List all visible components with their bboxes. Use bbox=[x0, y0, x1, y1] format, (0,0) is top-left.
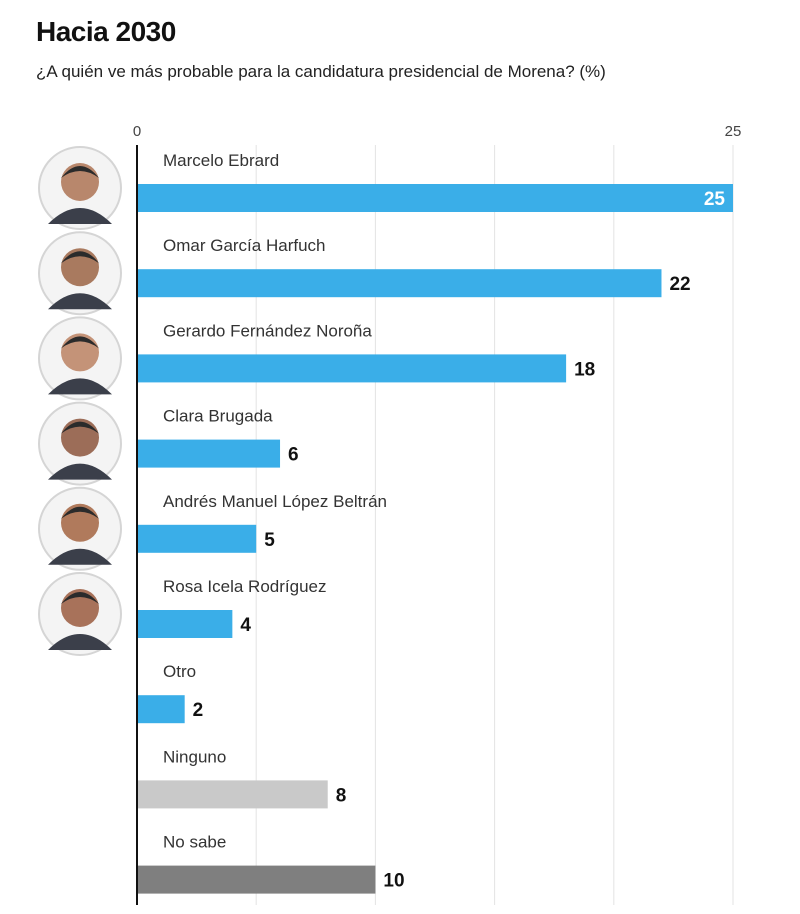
value-label: 6 bbox=[288, 445, 299, 466]
chart-title: Hacia 2030 bbox=[36, 16, 176, 47]
bar bbox=[137, 354, 567, 383]
category-label: No sabe bbox=[163, 833, 226, 852]
value-label: 22 bbox=[669, 274, 690, 295]
category-label: Marcelo Ebrard bbox=[163, 151, 279, 170]
value-label: 5 bbox=[264, 530, 275, 551]
value-label: 4 bbox=[240, 615, 251, 636]
x-tick-label: 0 bbox=[133, 123, 141, 140]
portrait-hair bbox=[61, 506, 99, 519]
category-label: Andrés Manuel López Beltrán bbox=[163, 492, 387, 511]
category-label: Ninguno bbox=[163, 747, 226, 766]
category-label: Gerardo Fernández Noroña bbox=[163, 321, 372, 340]
value-label: 25 bbox=[704, 189, 726, 210]
portrait-hair bbox=[61, 421, 99, 434]
value-label: 10 bbox=[383, 871, 404, 892]
portrait-shoulders bbox=[48, 208, 112, 224]
portrait-hair bbox=[61, 336, 99, 349]
portrait-shoulders bbox=[48, 634, 112, 650]
portrait-shoulders bbox=[48, 378, 112, 395]
portrait-hair bbox=[61, 592, 99, 604]
bar bbox=[137, 269, 662, 298]
portrait-hair bbox=[61, 166, 99, 178]
portrait-shoulders bbox=[48, 548, 112, 565]
bar bbox=[137, 780, 328, 809]
bar bbox=[137, 695, 185, 724]
value-label: 8 bbox=[336, 785, 347, 806]
category-label: Otro bbox=[163, 662, 196, 681]
bar bbox=[137, 439, 281, 468]
x-tick-label: 25 bbox=[725, 123, 742, 140]
bar bbox=[137, 865, 376, 894]
category-label: Rosa Icela Rodríguez bbox=[163, 577, 326, 596]
portrait-shoulders bbox=[48, 463, 112, 480]
category-label: Clara Brugada bbox=[163, 407, 273, 426]
portrait-hair bbox=[61, 251, 99, 264]
category-label: Omar García Harfuch bbox=[163, 236, 326, 255]
chart-subtitle: ¿A quién ve más probable para la candida… bbox=[36, 62, 606, 81]
value-label: 18 bbox=[574, 359, 595, 380]
portrait-shoulders bbox=[48, 293, 112, 310]
bar bbox=[137, 524, 257, 553]
bar bbox=[137, 610, 233, 638]
bar bbox=[137, 184, 733, 212]
value-label: 2 bbox=[193, 700, 204, 721]
